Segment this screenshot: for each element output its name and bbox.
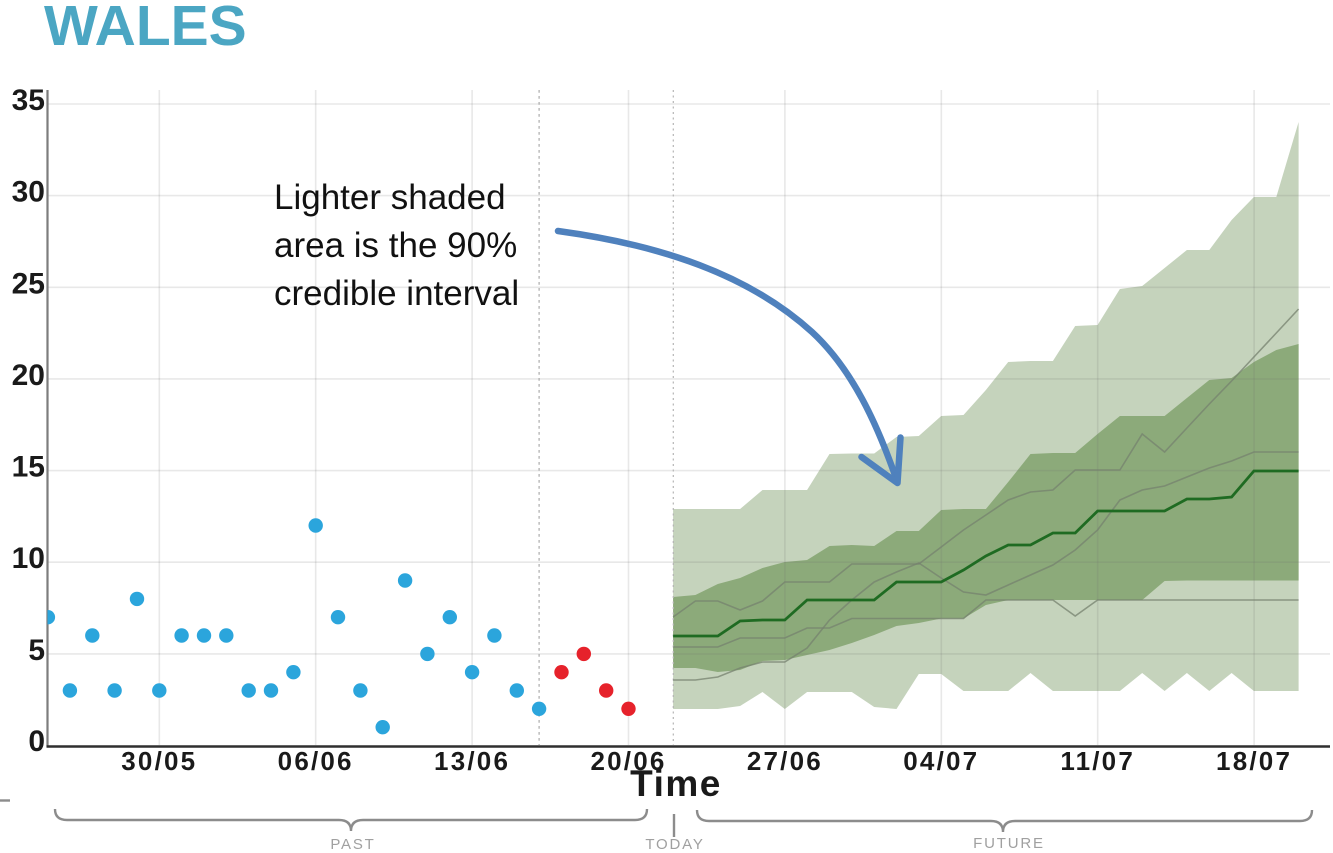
svg-text:30: 30 bbox=[12, 176, 45, 209]
svg-text:Lighter shaded: Lighter shaded bbox=[274, 178, 506, 217]
svg-text:30/05: 30/05 bbox=[121, 746, 197, 776]
svg-text:13/06: 13/06 bbox=[434, 746, 510, 776]
svg-text:06/06: 06/06 bbox=[278, 746, 354, 776]
svg-text:Time: Time bbox=[630, 763, 722, 804]
svg-text:25: 25 bbox=[12, 267, 45, 300]
svg-text:5: 5 bbox=[28, 634, 45, 667]
svg-text:18/07: 18/07 bbox=[1216, 746, 1292, 776]
svg-text:0: 0 bbox=[28, 725, 45, 758]
svg-text:PAST: PAST bbox=[330, 836, 375, 853]
svg-text:15: 15 bbox=[12, 451, 45, 484]
svg-text:10: 10 bbox=[12, 542, 45, 575]
svg-text:35: 35 bbox=[12, 84, 45, 117]
svg-text:area is the 90%: area is the 90% bbox=[274, 226, 517, 265]
svg-text:20/06: 20/06 bbox=[590, 746, 666, 776]
svg-text:11/07: 11/07 bbox=[1060, 746, 1135, 776]
svg-text:20: 20 bbox=[12, 359, 45, 392]
svg-text:WALES: WALES bbox=[44, 0, 247, 58]
svg-text:27/06: 27/06 bbox=[747, 746, 823, 776]
svg-text:TODAY: TODAY bbox=[645, 836, 704, 853]
svg-text:credible interval: credible interval bbox=[274, 274, 519, 313]
svg-text:FUTURE: FUTURE bbox=[973, 835, 1045, 852]
svg-text:04/07: 04/07 bbox=[903, 746, 979, 776]
